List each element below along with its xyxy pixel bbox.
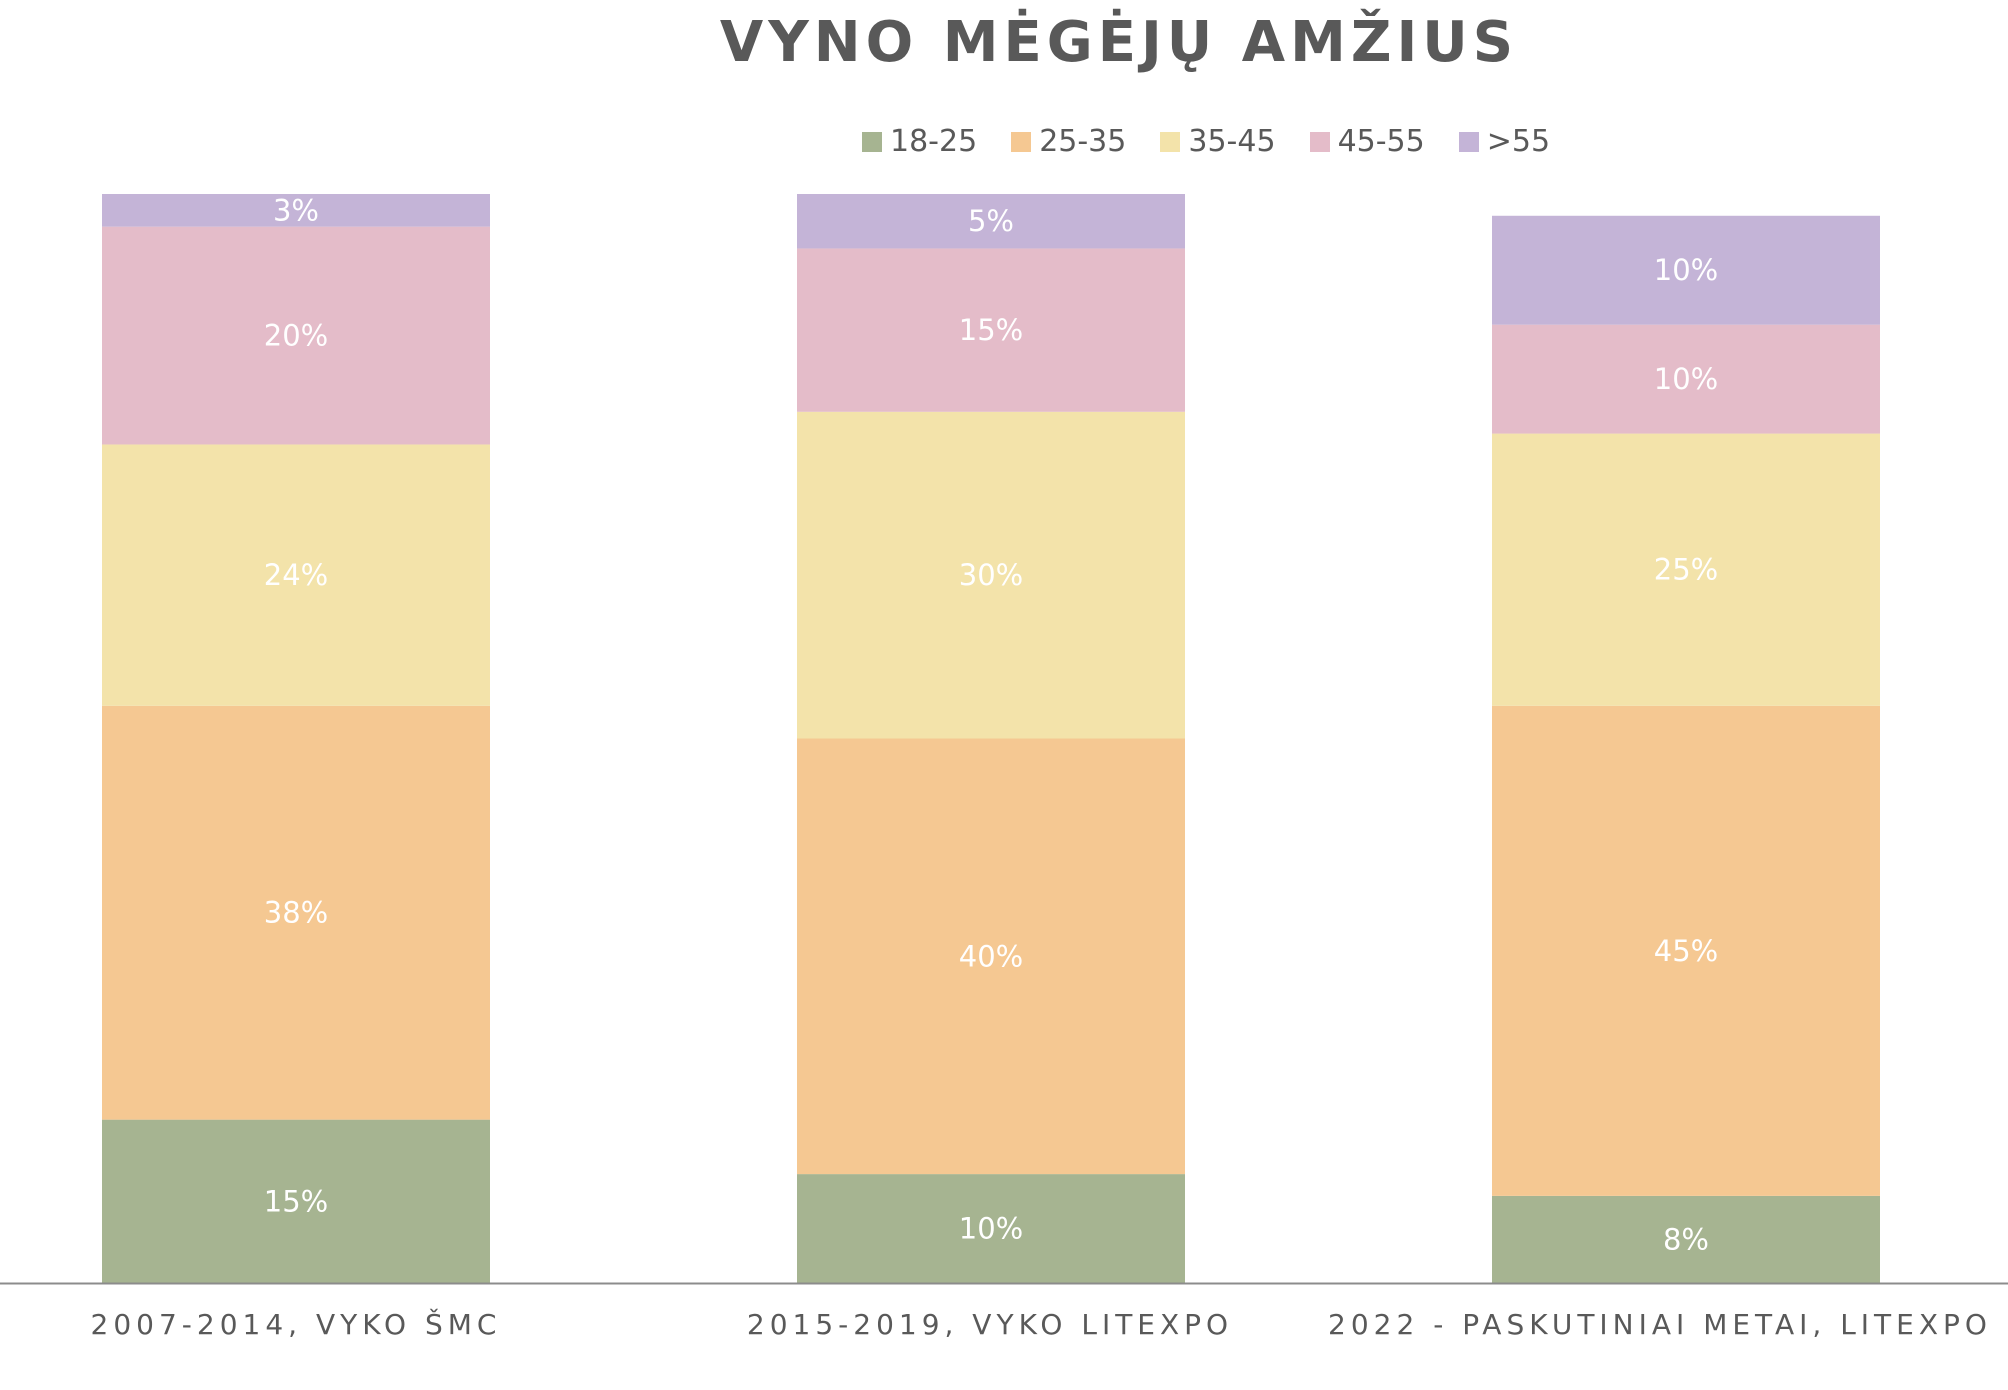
data-label-18-25-3: 8%: [1663, 1222, 1709, 1256]
data-label-35-45-3: 25%: [1654, 553, 1718, 587]
data-label-45-55-2: 15%: [959, 313, 1023, 347]
data-label-35-45-1: 24%: [264, 558, 328, 592]
legend-swatch-over-55: [1458, 131, 1479, 152]
data-label-over-55-3: 10%: [1654, 253, 1718, 287]
data-label-over-55-1: 3%: [273, 193, 319, 227]
bar-segment-18-25-2: [797, 1174, 1185, 1283]
bar-segment-45-55-3: [1492, 324, 1880, 434]
bar-segment-over-55-2: [797, 194, 1185, 249]
legend-item-35-45: 35-45: [1160, 124, 1276, 159]
data-label-25-35-3: 45%: [1654, 934, 1718, 968]
category-label-1: 2007-2014, VYKO ŠMC: [91, 1307, 502, 1341]
data-label-25-35-1: 38%: [264, 896, 328, 930]
legend-label-over-55: >55: [1486, 124, 1551, 159]
data-label-45-55-3: 10%: [1654, 362, 1718, 396]
data-label-18-25-2: 10%: [959, 1212, 1023, 1246]
bar-segment-over-55-1: [102, 194, 490, 227]
legend-item-18-25: 18-25: [862, 124, 977, 159]
legend: 18-25 25-35 35-45 45-55 >55: [862, 124, 1550, 159]
bar-segment-over-55-3: [1492, 215, 1880, 325]
legend-label-18-25: 18-25: [890, 124, 978, 159]
legend-swatch-18-25: [862, 131, 882, 152]
data-label-25-35-2: 40%: [959, 939, 1023, 973]
bar-segment-25-35-1: [102, 705, 490, 1120]
bar-segment-25-35-2: [797, 738, 1185, 1175]
category-label-2: 2015-2019, VYKO LITEXPO: [747, 1308, 1233, 1341]
legend-swatch-25-35: [1011, 131, 1032, 152]
data-label-over-55-2: 5%: [968, 204, 1014, 238]
data-label-18-25-1: 15%: [264, 1184, 328, 1218]
bar-segment-18-25-1: [102, 1119, 490, 1283]
bar-segment-35-45-2: [797, 411, 1185, 739]
legend-item-45-55: 45-55: [1309, 124, 1425, 159]
legend-swatch-45-55: [1309, 131, 1330, 152]
legend-label-45-55: 45-55: [1337, 124, 1425, 159]
category-label-3: 2022 - PASKUTINIAI METAI, LITEXPO: [1328, 1308, 1992, 1341]
legend-item-over-55: >55: [1458, 124, 1551, 159]
bar-segment-18-25-3: [1492, 1195, 1880, 1283]
bar-segment-35-45-3: [1492, 433, 1880, 706]
legend-label-35-45: 35-45: [1188, 124, 1276, 159]
data-label-45-55-1: 20%: [264, 319, 328, 353]
data-label-35-45-2: 30%: [959, 558, 1023, 592]
bar-segment-45-55-1: [102, 226, 490, 445]
chart-title: VYNO MĖGĖJŲ AMŽIUS: [719, 10, 1519, 75]
legend-swatch-35-45: [1160, 131, 1181, 152]
legend-label-25-35: 25-35: [1039, 124, 1127, 159]
bar-segment-35-45-1: [102, 444, 490, 706]
bar-segment-45-55-2: [797, 248, 1185, 412]
legend-item-25-35: 25-35: [1011, 124, 1126, 159]
bar-segment-25-35-3: [1492, 705, 1880, 1196]
